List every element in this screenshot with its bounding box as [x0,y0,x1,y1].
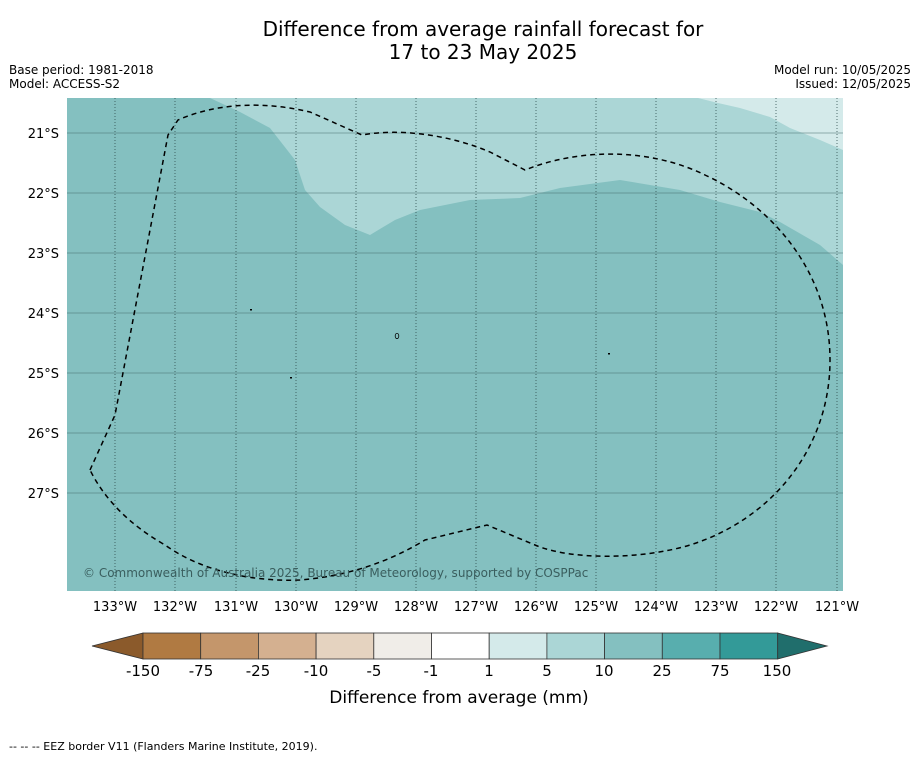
lon-label: 124°W [634,600,678,615]
colorbar-segment [488,632,548,660]
lon-label: 131°W [214,600,258,615]
title-line-1: Difference from average rainfall forecas… [262,17,704,41]
island-marks [250,309,610,379]
colorbar-tick: -75 [189,662,214,680]
model-name: Model: ACCESS-S2 [9,77,121,91]
copyright-text: © Commonwealth of Australia 2025, Bureau… [83,566,588,580]
lat-label: 26°S [28,427,59,442]
lat-label: 21°S [28,127,59,142]
lon-label: 123°W [694,600,738,615]
colorbar-tick: -5 [367,662,382,680]
lat-label: 22°S [28,187,59,202]
lon-gridlines [114,98,838,591]
colorbar-segment [719,632,779,660]
lat-axis-labels: 21°S 22°S 23°S 24°S 25°S 26°S 27°S [28,127,59,502]
colorbar [91,632,829,660]
issued-date: Issued: 12/05/2025 [795,77,911,91]
lon-label: 133°W [93,600,137,615]
colorbar-ticks: -150 -75 -25 -10 -5 -1 1 5 10 25 75 150 [126,662,791,680]
model-run: Model run: 10/05/2025 [773,63,911,77]
lon-label: 126°W [514,600,558,615]
lon-label: 129°W [334,600,378,615]
lat-label: 24°S [28,307,59,322]
lat-label: 23°S [28,247,59,262]
colorbar-extend-high [777,632,829,660]
colorbar-tick: -150 [126,662,160,680]
map-title: Difference from average rainfall forecas… [0,18,919,64]
colorbar-tick: -10 [304,662,329,680]
map-area [67,98,843,591]
lat-gridlines [67,132,843,494]
lon-label: 122°W [754,600,798,615]
title-line-2: 17 to 23 May 2025 [388,40,578,64]
colorbar-tick: 5 [542,662,552,680]
lon-label: 121°W [815,600,859,615]
colorbar-label: Difference from average (mm) [329,688,588,708]
anomaly-10-25-region [210,98,843,265]
anomaly-5-10-region [698,98,843,150]
colorbar-segment [431,632,490,660]
lon-label: 128°W [394,600,438,615]
colorbar-tick: 1 [484,662,494,680]
colorbar-segment [373,632,432,660]
colorbar-extend-low [91,632,144,660]
colorbar-segment [604,632,663,660]
colorbar-tick: 150 [763,662,792,680]
colorbar-segment [661,632,721,660]
colorbar-segment [315,632,375,660]
colorbar-segment [546,632,606,660]
colorbar-tick: 25 [652,662,671,680]
lon-label: 125°W [574,600,618,615]
colorbar-segment [200,632,259,660]
lon-axis-labels: 133°W 132°W 131°W 130°W 129°W 128°W 127°… [93,600,859,615]
base-period: Base period: 1981-2018 [9,63,154,77]
colorbar-tick: -25 [246,662,271,680]
colorbar-segment [257,632,317,660]
lon-label: 130°W [274,600,318,615]
lat-label: 27°S [28,487,59,502]
colorbar-tick: -1 [424,662,439,680]
meta-left: Base period: 1981-2018 Model: ACCESS-S2 [9,63,154,91]
lon-label: 132°W [153,600,197,615]
eez-footnote: -- -- -- EEZ border V11 (Flanders Marine… [9,740,318,753]
lon-label: 127°W [454,600,498,615]
colorbar-tick: 75 [710,662,729,680]
colorbar-segment [142,632,202,660]
meta-right: Model run: 10/05/2025 Issued: 12/05/2025 [774,63,911,91]
colorbar-tick: 10 [594,662,613,680]
lat-label: 25°S [28,367,59,382]
